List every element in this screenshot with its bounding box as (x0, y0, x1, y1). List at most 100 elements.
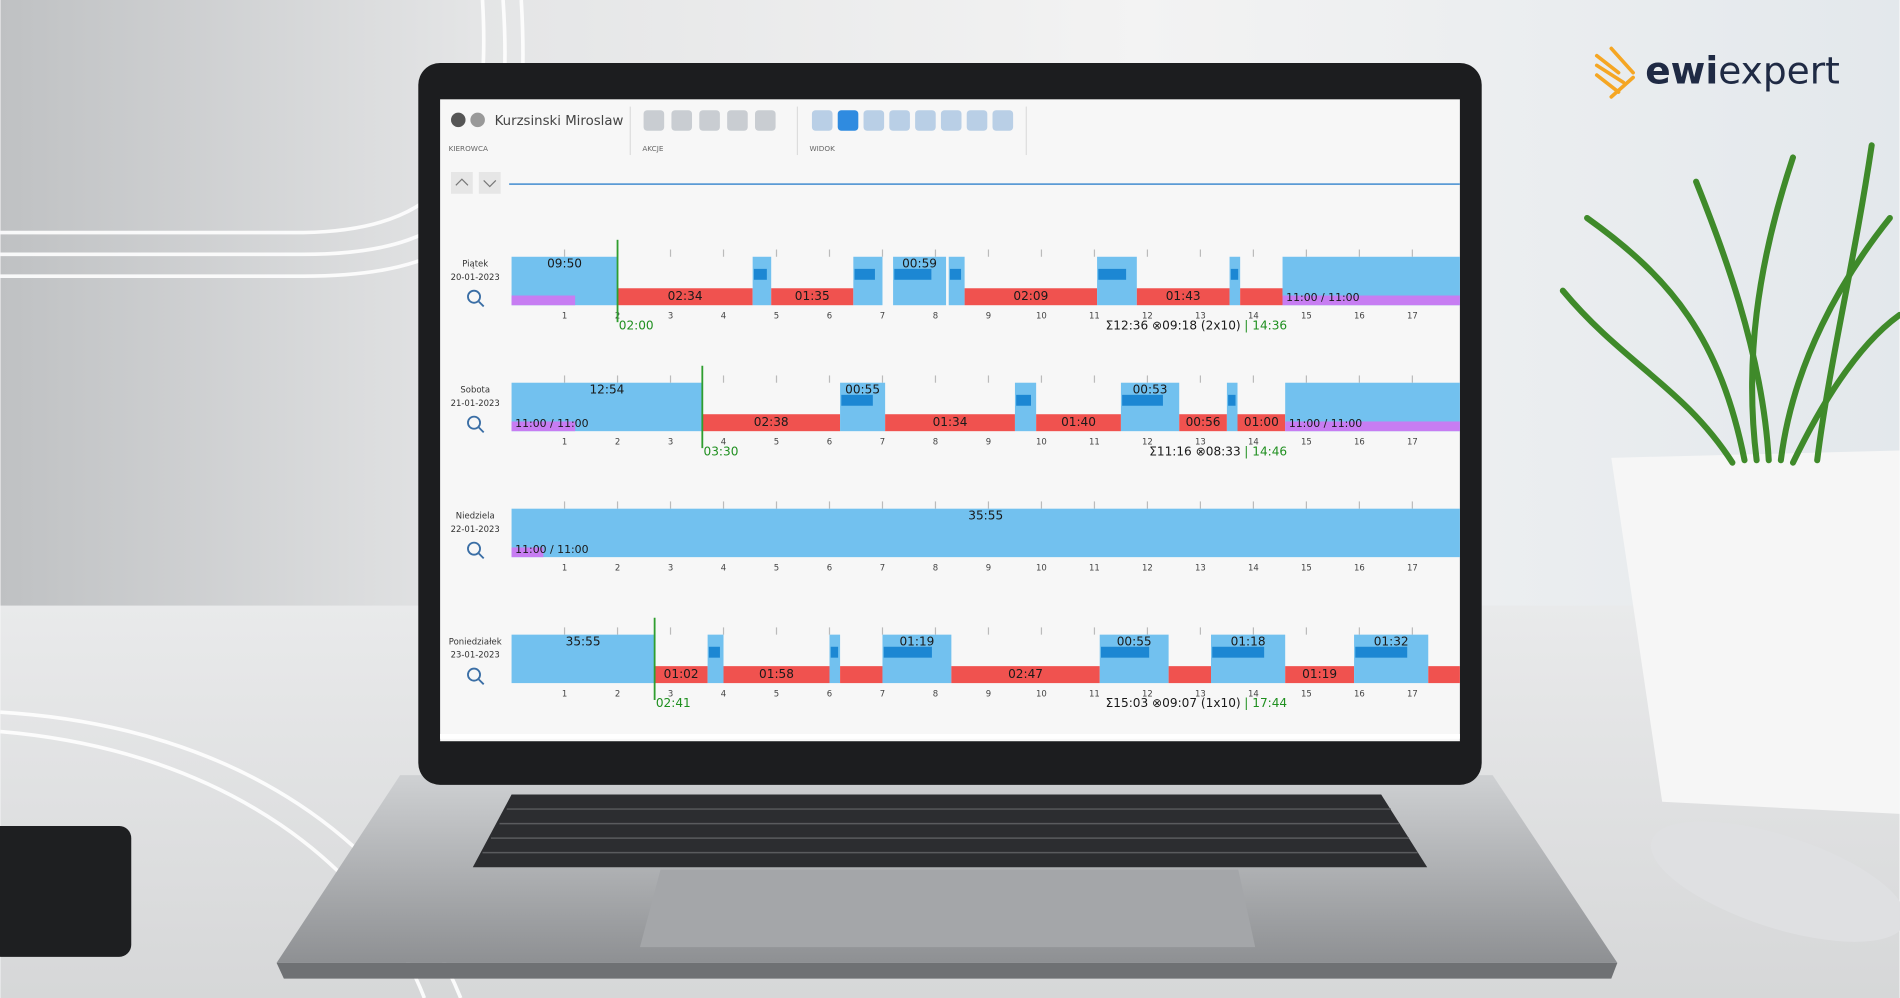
rest-segment (511, 508, 1460, 558)
work-segment (1354, 634, 1429, 684)
zoom-icon[interactable] (467, 667, 481, 682)
day-name: Niedziela (456, 510, 495, 520)
segment-label: 01:40 (1061, 415, 1096, 429)
group-label: AKCJE (642, 144, 664, 153)
action-button[interactable] (699, 110, 720, 131)
hour-label: 10 (1036, 563, 1047, 573)
day-date: 22-01-2023 (451, 524, 500, 534)
hour-label: 13 (1195, 563, 1206, 573)
hour-label: 17 (1407, 311, 1418, 321)
segment-label: 12:54 (589, 382, 624, 396)
scroll-up[interactable] (451, 171, 473, 194)
segment-label: 00:59 (902, 257, 937, 271)
day-date: 21-01-2023 (451, 398, 500, 408)
status-strip (1282, 295, 1460, 306)
work-inner (1355, 646, 1408, 658)
hour-label: 8 (933, 311, 938, 321)
hour-label: 9 (986, 437, 991, 447)
segment-label: 01:35 (795, 289, 830, 303)
segment-label: 01:34 (933, 415, 968, 429)
drive-segment (1179, 414, 1227, 432)
group-label: WIDOK (810, 144, 836, 153)
segment-label: 35:55 (566, 634, 601, 648)
hour-label: 9 (986, 688, 991, 698)
hour-label: 12 (1142, 311, 1153, 321)
drive-segment (951, 666, 1100, 684)
laptop-edge (276, 962, 1618, 979)
view-button[interactable] (863, 110, 885, 131)
view-button[interactable] (811, 110, 833, 131)
plant (1559, 142, 1900, 466)
zoom-icon[interactable] (467, 289, 481, 304)
day-row: Piątek20-01-2023123456789101112131415161… (451, 239, 1460, 332)
hour-label: 4 (721, 563, 726, 573)
nav-forward[interactable] (470, 112, 485, 128)
logo-icon (1594, 46, 1635, 99)
keyboard-rows (482, 808, 1418, 854)
action-button[interactable] (671, 110, 693, 131)
work-segment (853, 256, 883, 306)
work-segment (707, 634, 724, 684)
hour-label: 1 (562, 563, 567, 573)
logo-text: ewiexpert (1645, 48, 1840, 92)
nav-back[interactable] (451, 112, 466, 128)
zoom-icon[interactable] (467, 541, 481, 556)
shift-start-label: 02:41 (656, 696, 691, 710)
segment-label: 01:19 (899, 634, 934, 648)
work-segment (1120, 382, 1180, 432)
scroll-down[interactable] (478, 171, 501, 194)
hour-label: 2 (615, 437, 620, 447)
view-button[interactable] (966, 110, 988, 131)
drive-segment (885, 414, 1015, 432)
shift-end: | 17:44 (1244, 696, 1287, 710)
work-segment (1211, 634, 1286, 684)
hour-label: 3 (668, 311, 673, 321)
segment-label: 01:43 (1166, 289, 1201, 303)
view-button[interactable] (992, 110, 1014, 131)
action-button[interactable] (727, 110, 748, 131)
segment-label: 01:19 (1302, 667, 1337, 681)
view-button[interactable] (837, 110, 859, 131)
hour-label: 3 (668, 688, 673, 698)
view-button[interactable] (940, 110, 962, 131)
work-inner (753, 268, 767, 280)
hour-label: 11 (1089, 311, 1100, 321)
group-label: KIEROWCA (449, 144, 488, 153)
hour-label: 16 (1354, 563, 1365, 573)
segment-label: 00:55 (845, 382, 880, 396)
drive-segment (723, 666, 830, 684)
day-name: Poniedziałek (449, 636, 502, 646)
work-segment (893, 256, 947, 306)
view-button[interactable] (915, 110, 936, 131)
hour-label: 12 (1142, 563, 1153, 573)
zoom-handle (478, 678, 485, 685)
hour-label: 1 (562, 688, 567, 698)
work-inner (1228, 394, 1236, 406)
work-segment (1099, 634, 1169, 684)
hour-label: 17 (1407, 563, 1418, 573)
hour-label: 10 (1036, 437, 1047, 447)
drive-segment (1237, 414, 1286, 432)
hour-label: 5 (774, 437, 779, 447)
hour-label: 10 (1036, 688, 1047, 698)
work-inner (883, 646, 932, 658)
segment-label: 01:58 (759, 667, 794, 681)
view-button[interactable] (889, 110, 910, 131)
hour-label: 16 (1354, 437, 1365, 447)
segment-label: 01:00 (1244, 415, 1279, 429)
action-button[interactable] (643, 110, 665, 131)
action-button[interactable] (755, 110, 776, 131)
work-inner (1212, 646, 1265, 658)
work-inner (894, 268, 932, 280)
segment-label: 09:50 (547, 257, 582, 271)
zoom-icon[interactable] (467, 415, 481, 430)
work-inner (830, 646, 839, 658)
work-inner (708, 646, 720, 658)
work-segment (1229, 256, 1241, 306)
drive-segment (617, 288, 753, 306)
plant-pot (1611, 450, 1900, 814)
hour-label: 6 (827, 688, 832, 698)
hour-label: 12 (1142, 437, 1153, 447)
drive-segment (1428, 666, 1460, 684)
